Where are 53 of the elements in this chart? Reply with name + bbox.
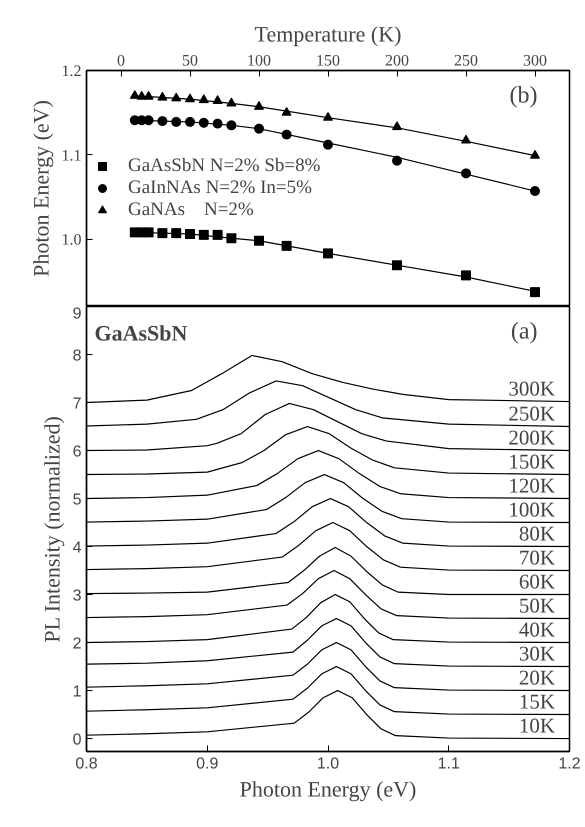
x-tick-label: 50 (182, 52, 198, 70)
y-tick-label: 6 (72, 444, 82, 461)
legend-label: GaAsSbN N=2% Sb=8% (128, 155, 320, 177)
x-axis-title: Temperature (K) (254, 22, 402, 46)
series-label: 40K (518, 618, 556, 642)
series-label: 20K (518, 666, 556, 690)
y-tick-label: 4 (72, 540, 82, 557)
y-tick-label: 1.2 (62, 63, 82, 80)
annotation: GaAsSbN (94, 320, 188, 346)
y-tick-label: 1.0 (62, 232, 82, 249)
series-label: 80K (518, 522, 556, 546)
series-label: 70K (518, 546, 556, 570)
x-tick-label: 250 (454, 52, 478, 70)
y-tick-label: 8 (72, 348, 82, 365)
series-label: 10K (518, 714, 556, 738)
series-label: 300K (508, 376, 556, 401)
legend-label: GaInNAs N=2% In=5% (128, 177, 312, 199)
x-tick-label: 0.8 (75, 756, 98, 772)
series-label: 15K (518, 690, 556, 714)
point (530, 287, 540, 298)
x-tick-label: 200 (385, 52, 409, 70)
series-label: 250K (508, 402, 556, 426)
series-label: 60K (518, 570, 556, 594)
series-label: 30K (518, 642, 556, 666)
x-tick-label: 1.1 (438, 756, 460, 772)
x-tick-label: 100 (247, 52, 271, 70)
y-tick-label: 3 (72, 588, 82, 605)
y-axis-title: PL Intensity (normalized) (40, 416, 65, 643)
y-tick-label: 1 (72, 684, 82, 701)
series-label: 120K (508, 474, 556, 498)
x-axis-title: Photon Energy (eV) (240, 776, 416, 802)
series-label: 50K (518, 594, 556, 618)
x-tick-label: 0 (117, 52, 125, 70)
legend-label: GaNAs N=2% (128, 199, 254, 221)
y-axis-title: Photon Energy (eV) (28, 100, 54, 277)
y-tick-label: 2 (72, 636, 82, 653)
x-tick-label: 0.9 (196, 756, 218, 772)
y-tick-label: 5 (72, 492, 82, 509)
point (530, 186, 540, 196)
x-tick-label: 1.0 (316, 756, 340, 772)
series-label: 150K (508, 450, 556, 474)
x-tick-label: 150 (316, 52, 340, 70)
x-tick-label: 300 (523, 52, 547, 70)
y-tick-label: 9 (72, 306, 82, 322)
y-tick-label: 7 (72, 396, 82, 413)
y-tick-label: 1.1 (62, 147, 82, 164)
series-label: 100K (508, 498, 556, 522)
series-label: 200K (508, 426, 556, 450)
y-tick-label: 0 (72, 732, 82, 749)
annotation: (a) (510, 318, 538, 344)
x-tick-label: 1.2 (558, 756, 581, 772)
annotation: (b) (510, 82, 538, 108)
point (530, 150, 540, 159)
